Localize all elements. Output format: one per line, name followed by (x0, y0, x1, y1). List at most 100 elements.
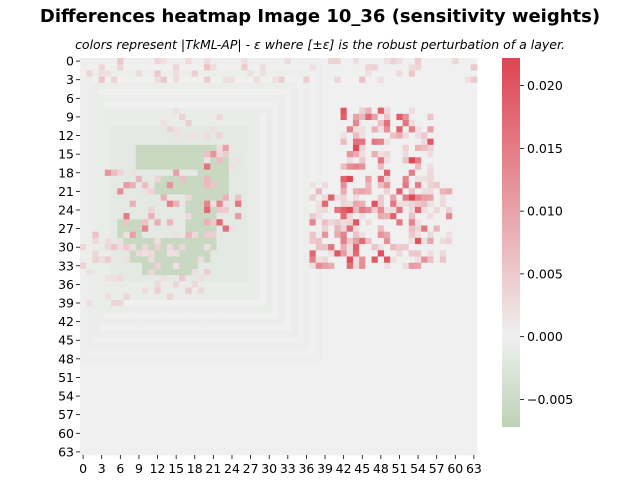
heatmap-cell (402, 58, 410, 65)
heatmap-cell (445, 138, 453, 146)
heatmap-cell (408, 386, 416, 394)
heatmap-cell (445, 368, 453, 375)
heatmap-cell (303, 330, 310, 338)
heatmap-cell (458, 293, 465, 301)
heatmap-cell (433, 405, 441, 412)
heatmap-cell (173, 163, 180, 170)
heatmap-cell (365, 368, 372, 375)
heatmap-cell (352, 58, 360, 65)
heatmap-cell (191, 70, 199, 77)
heatmap-cell (86, 219, 93, 226)
heatmap-cell (464, 330, 472, 338)
heatmap-cell (284, 330, 292, 338)
heatmap-cell (439, 244, 447, 251)
heatmap-cell (408, 76, 416, 84)
heatmap-cell (452, 275, 459, 282)
heatmap-cell (80, 337, 87, 344)
heatmap-cell (160, 219, 168, 226)
heatmap-cell (247, 281, 255, 288)
heatmap-cell (290, 343, 298, 350)
heatmap-cell (421, 380, 428, 388)
heatmap-cell (421, 89, 428, 96)
heatmap-cell (117, 101, 124, 108)
heatmap-cell (154, 306, 161, 313)
heatmap-cell (142, 368, 149, 375)
heatmap-cell (321, 157, 329, 164)
heatmap-cell (185, 293, 192, 301)
heatmap-cell (290, 250, 298, 257)
heatmap-cell (235, 275, 242, 282)
heatmap-cell (210, 430, 217, 437)
heatmap-cell (111, 262, 118, 270)
heatmap-cell (123, 225, 130, 233)
heatmap-cell (154, 374, 161, 381)
heatmap-cell (272, 293, 279, 301)
heatmap-cell (328, 138, 335, 146)
heatmap-cell (216, 430, 224, 437)
heatmap-cell (321, 281, 329, 288)
heatmap-cell (303, 399, 310, 406)
heatmap-cell (104, 188, 112, 195)
heatmap-cell (470, 256, 478, 264)
heatmap-cell (427, 399, 434, 406)
heatmap-cell (142, 126, 149, 133)
heatmap-cell (309, 299, 317, 307)
heatmap-cell (98, 392, 106, 400)
heatmap-cell (86, 157, 93, 164)
heatmap-cell (359, 374, 366, 381)
heatmap-cell (266, 144, 273, 152)
heatmap-cell (123, 213, 130, 220)
heatmap-cell (241, 82, 248, 90)
heatmap-cell (464, 206, 472, 214)
heatmap-cell (86, 262, 93, 270)
heatmap-cell (464, 58, 472, 65)
heatmap-cell (402, 225, 410, 233)
heatmap-cell (377, 206, 385, 214)
heatmap-cell (452, 151, 459, 158)
heatmap-cell (352, 349, 360, 357)
heatmap-cell (390, 89, 397, 96)
heatmap-cell (383, 281, 391, 288)
heatmap-cell (160, 206, 168, 214)
heatmap-cell (216, 132, 224, 139)
heatmap-cell (452, 89, 459, 96)
heatmap-cell (117, 368, 124, 375)
heatmap-cell (346, 188, 354, 195)
heatmap-cell (216, 281, 224, 288)
heatmap-cell (166, 132, 174, 139)
heatmap-cell (266, 175, 273, 183)
heatmap-cell (433, 206, 441, 214)
heatmap-cell (86, 436, 93, 443)
heatmap-cell (86, 175, 93, 183)
heatmap-cell (328, 82, 335, 90)
heatmap-cell (173, 330, 180, 338)
heatmap-cell (284, 194, 292, 202)
heatmap-cell (427, 219, 434, 226)
heatmap-cell (470, 101, 478, 108)
heatmap-cell (352, 330, 360, 338)
heatmap-cell (123, 182, 130, 189)
heatmap-cell (117, 417, 124, 425)
heatmap-cell (433, 95, 441, 102)
heatmap-cell (414, 175, 422, 183)
heatmap-cell (173, 399, 180, 406)
heatmap-cell (142, 343, 149, 350)
heatmap-cell (210, 361, 217, 369)
heatmap-cell (80, 423, 87, 431)
heatmap-cell (235, 448, 242, 456)
heatmap-cell (309, 386, 317, 394)
heatmap-cell (371, 405, 379, 412)
heatmap-cell (390, 343, 397, 350)
heatmap-cell (197, 349, 205, 357)
heatmap-cell (321, 113, 329, 121)
heatmap-cell (216, 101, 224, 108)
heatmap-cell (284, 411, 292, 419)
heatmap-cell (129, 194, 137, 202)
heatmap-cell (173, 430, 180, 437)
heatmap-cell (315, 430, 323, 437)
heatmap-cell (104, 330, 112, 338)
heatmap-cell (142, 293, 149, 301)
heatmap-cell (135, 374, 143, 381)
heatmap-cell (421, 231, 428, 239)
